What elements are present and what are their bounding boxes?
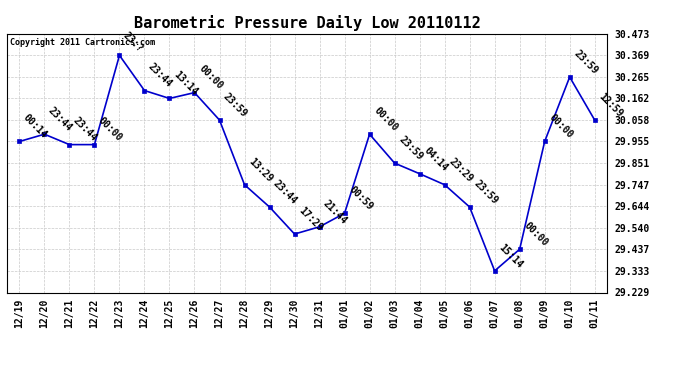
Text: 23:59: 23:59 — [397, 134, 424, 162]
Text: 12:59: 12:59 — [597, 91, 624, 119]
Text: 00:00: 00:00 — [197, 64, 224, 92]
Text: 23:44: 23:44 — [272, 178, 299, 206]
Text: 13:29: 13:29 — [246, 156, 275, 184]
Text: 00:00: 00:00 — [372, 105, 400, 133]
Text: 13:14: 13:14 — [172, 69, 199, 98]
Text: 00:14: 00:14 — [21, 112, 49, 141]
Text: Copyright 2011 Cartronics.com: Copyright 2011 Cartronics.com — [10, 38, 155, 46]
Text: 23:29: 23:29 — [446, 156, 475, 184]
Text: 23:59: 23:59 — [221, 91, 249, 119]
Text: 04:14: 04:14 — [422, 145, 449, 173]
Text: 00:59: 00:59 — [346, 184, 375, 212]
Title: Barometric Pressure Daily Low 20110112: Barometric Pressure Daily Low 20110112 — [134, 15, 480, 31]
Text: 00:00: 00:00 — [97, 116, 124, 144]
Text: 23:44: 23:44 — [146, 62, 175, 90]
Text: 15:14: 15:14 — [497, 242, 524, 270]
Text: 23:59: 23:59 — [472, 178, 500, 206]
Text: 00:00: 00:00 — [546, 112, 575, 141]
Text: 23:?: 23:? — [121, 31, 145, 54]
Text: 17:29: 17:29 — [297, 205, 324, 233]
Text: 23:59: 23:59 — [572, 48, 600, 76]
Text: 23:44: 23:44 — [72, 116, 99, 144]
Text: 21:44: 21:44 — [322, 198, 349, 226]
Text: 00:00: 00:00 — [522, 220, 549, 248]
Text: 23:44: 23:44 — [46, 105, 75, 133]
